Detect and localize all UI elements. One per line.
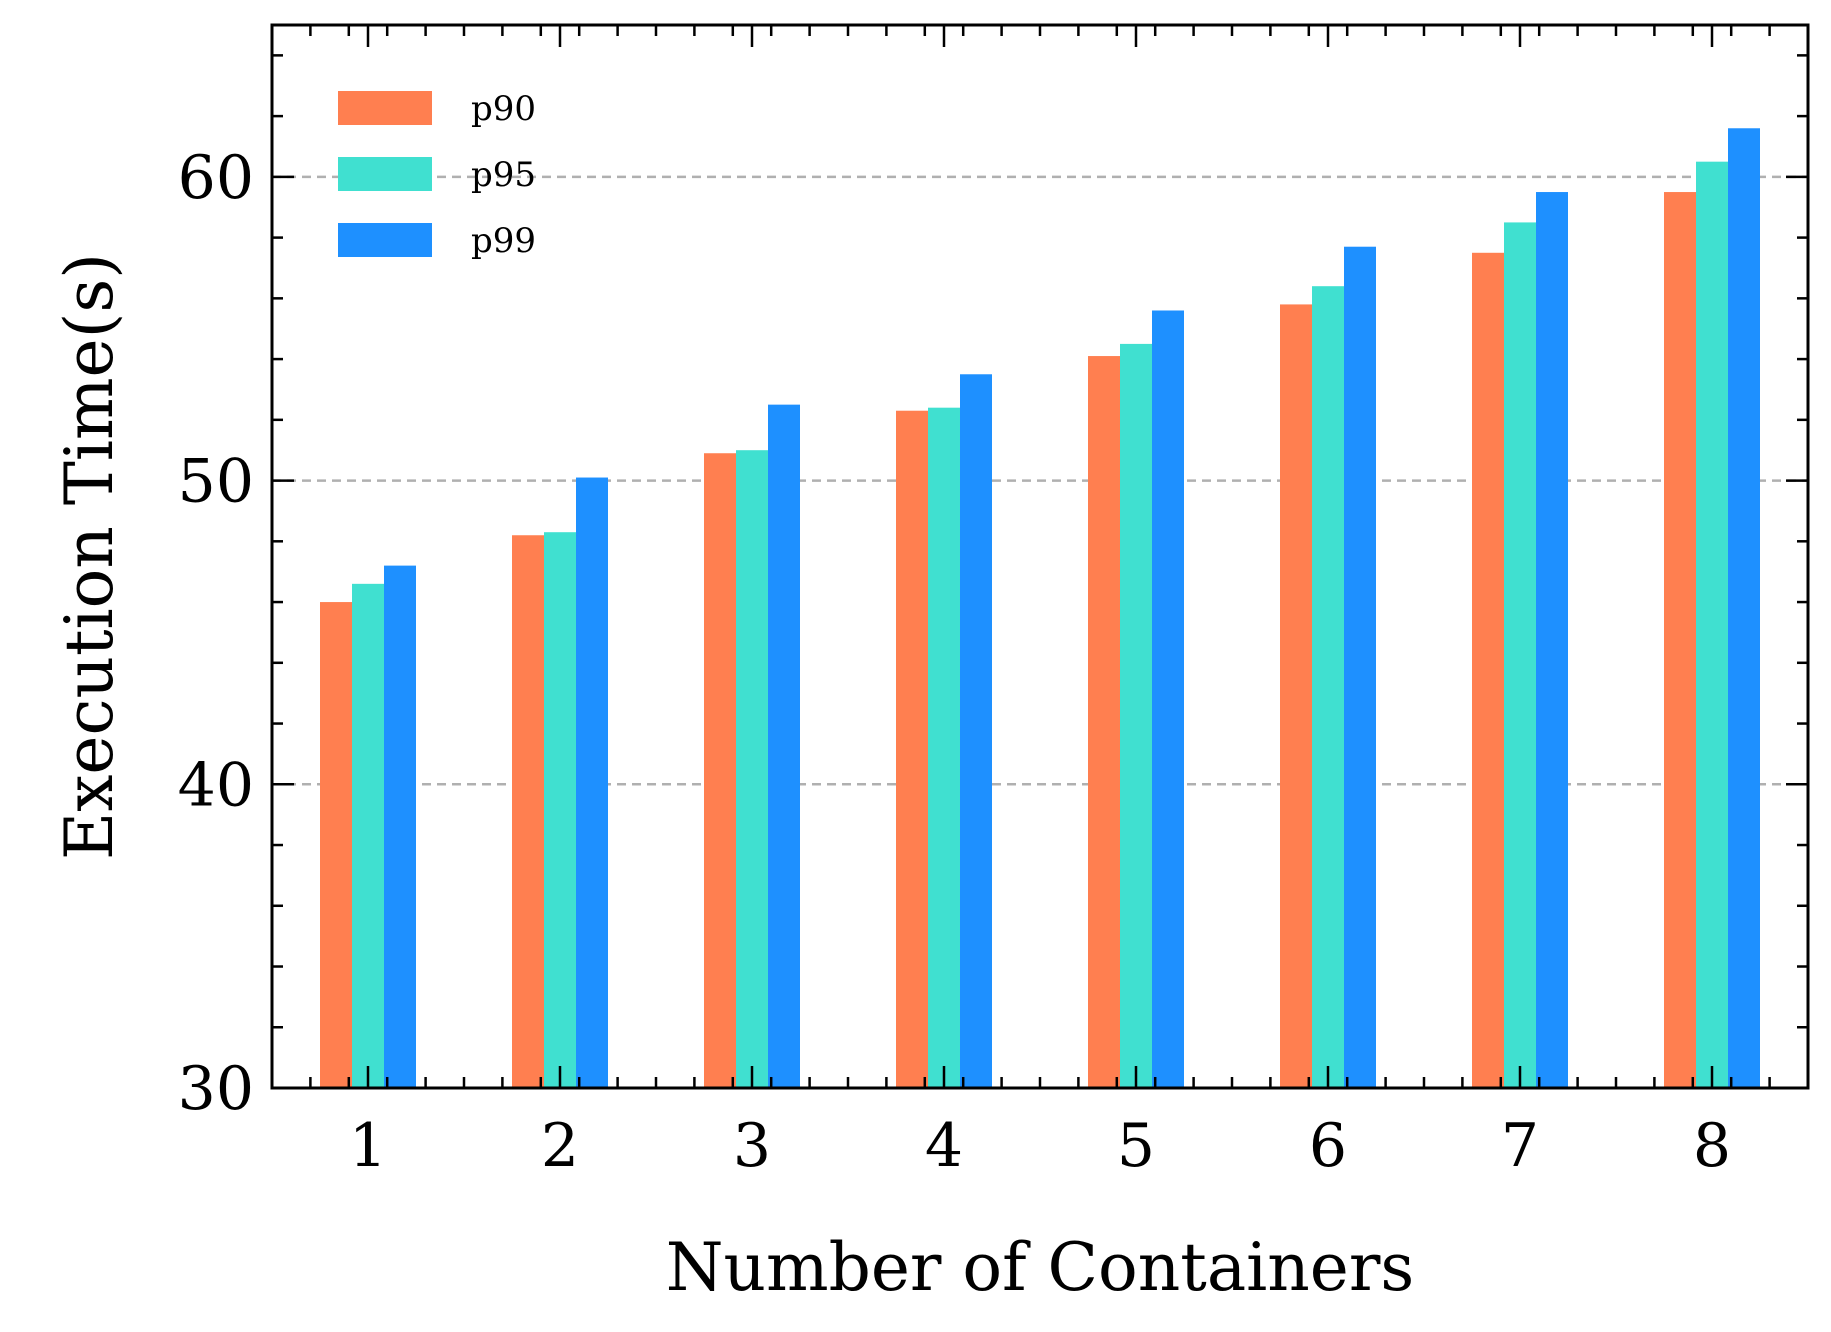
- axis-ticks: [270, 25, 1810, 1090]
- bar-p99-8: [1728, 128, 1760, 1088]
- x-tick-label: 1: [349, 1111, 387, 1181]
- bar-p95-6: [1312, 286, 1344, 1088]
- bar-p95-8: [1696, 161, 1728, 1088]
- bar-p95-7: [1504, 222, 1536, 1088]
- x-tick-label: 3: [733, 1111, 771, 1181]
- bar-p99-1: [384, 565, 416, 1088]
- legend-label-p99: p99: [471, 221, 536, 261]
- legend-label-p95: p95: [471, 155, 536, 195]
- legend-swatch-p90: [338, 91, 432, 125]
- x-tick-label: 2: [541, 1111, 579, 1181]
- y-tick-label: 40: [178, 750, 254, 820]
- x-tick-label: 4: [925, 1111, 963, 1181]
- x-axis-title: Number of Containers: [666, 1229, 1415, 1306]
- bar-p90-7: [1472, 252, 1504, 1089]
- bar-p99-6: [1344, 246, 1376, 1088]
- legend-swatch-p99: [338, 223, 432, 257]
- bar-p95-3: [736, 450, 768, 1088]
- bar-p99-4: [960, 374, 992, 1088]
- x-tick-label: 7: [1501, 1111, 1539, 1181]
- y-tick-label: 50: [178, 447, 254, 517]
- legend: p90 p95 p99: [338, 89, 536, 261]
- bar-p90-5: [1088, 356, 1120, 1088]
- bar-p95-4: [928, 407, 960, 1088]
- x-tick-label: 6: [1309, 1111, 1347, 1181]
- bar-p90-3: [704, 453, 736, 1088]
- bar-p99-5: [1152, 310, 1184, 1088]
- y-tick-label: 30: [178, 1054, 254, 1124]
- legend-swatch-p95: [338, 157, 432, 191]
- bar-p95-2: [544, 532, 576, 1088]
- bar-p90-6: [1280, 304, 1312, 1089]
- bar-p90-4: [896, 410, 928, 1088]
- bar-p99-3: [768, 404, 800, 1089]
- y-axis-title: Execution Time(s): [51, 253, 128, 860]
- bar-p99-2: [576, 477, 608, 1088]
- bar-p99-7: [1536, 192, 1568, 1089]
- x-tick-label: 5: [1117, 1111, 1155, 1181]
- y-tick-labels: 30 40 50 60: [178, 143, 254, 1124]
- bar-p95-1: [352, 583, 384, 1088]
- bars: [320, 128, 1760, 1089]
- x-tick-label: 8: [1693, 1111, 1731, 1181]
- legend-label-p90: p90: [471, 89, 536, 129]
- bar-p90-1: [320, 602, 352, 1088]
- bar-p90-8: [1664, 192, 1696, 1089]
- y-tick-label: 60: [178, 143, 254, 213]
- grid-lines: [272, 175, 1808, 786]
- bar-p90-2: [512, 535, 544, 1088]
- x-tick-labels: 1 2 3 4 5 6 7 8: [349, 1111, 1731, 1181]
- bar-p95-5: [1120, 343, 1152, 1088]
